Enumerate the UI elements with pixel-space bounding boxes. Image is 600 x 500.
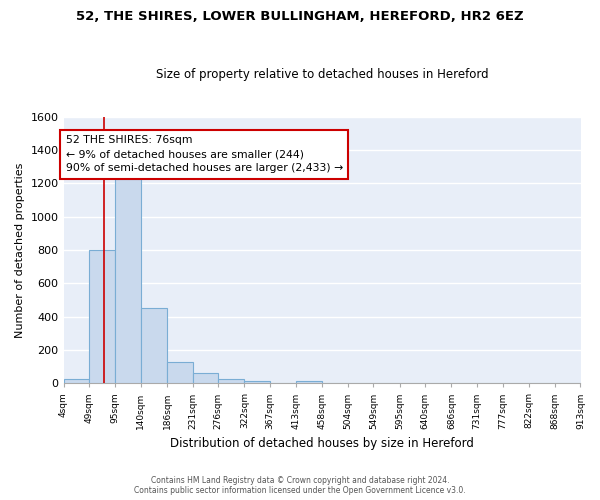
Bar <box>167 362 193 384</box>
Bar <box>296 381 322 384</box>
Text: 52 THE SHIRES: 76sqm
← 9% of detached houses are smaller (244)
90% of semi-detac: 52 THE SHIRES: 76sqm ← 9% of detached ho… <box>66 135 343 173</box>
Bar <box>218 379 244 384</box>
Bar <box>193 374 218 384</box>
Bar <box>115 180 141 384</box>
Bar <box>89 250 115 384</box>
Text: Contains HM Land Registry data © Crown copyright and database right 2024.
Contai: Contains HM Land Registry data © Crown c… <box>134 476 466 495</box>
X-axis label: Distribution of detached houses by size in Hereford: Distribution of detached houses by size … <box>170 437 474 450</box>
Bar <box>141 308 167 384</box>
Y-axis label: Number of detached properties: Number of detached properties <box>15 162 25 338</box>
Title: Size of property relative to detached houses in Hereford: Size of property relative to detached ho… <box>156 68 488 81</box>
Text: 52, THE SHIRES, LOWER BULLINGHAM, HEREFORD, HR2 6EZ: 52, THE SHIRES, LOWER BULLINGHAM, HEREFO… <box>76 10 524 23</box>
Bar <box>244 381 270 384</box>
Bar <box>64 379 89 384</box>
